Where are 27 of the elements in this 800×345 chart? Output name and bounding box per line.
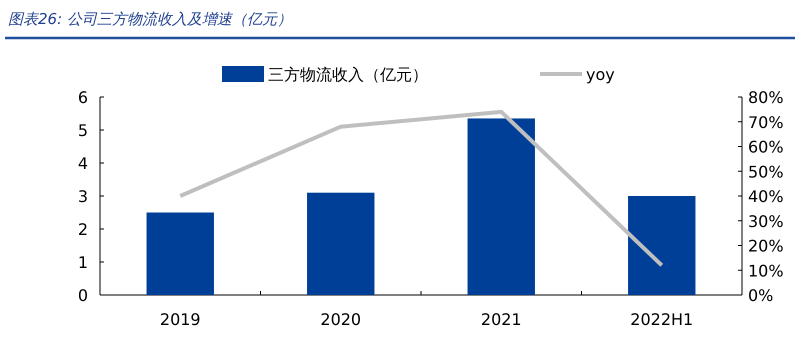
y2-tick-label: 80% [748,88,784,107]
bar [146,212,214,295]
y-tick-label: 6 [78,88,88,107]
x-tick-label: 2022H1 [630,310,694,329]
legend-label: 三方物流收入（亿元） [268,65,428,84]
y-tick-label: 2 [78,220,88,239]
bar [628,196,696,295]
chart-title: 图表26: 公司三方物流收入及增速（亿元） [8,10,292,28]
bar [468,118,535,295]
bar [307,192,374,295]
legend-label: yoy [586,65,615,84]
y-tick-label: 3 [78,187,88,206]
y2-tick-label: 30% [748,212,784,231]
x-tick-label: 2020 [320,310,362,329]
y2-tick-label: 10% [748,261,784,280]
y2-tick-label: 40% [748,187,784,206]
y-tick-label: 5 [78,121,88,140]
y-tick-label: 0 [78,286,88,305]
x-tick-label: 2021 [480,310,522,329]
x-tick-label: 2019 [160,310,201,329]
y-tick-label: 1 [78,253,88,272]
y2-tick-label: 20% [748,236,784,256]
y2-tick-label: 0% [748,286,774,305]
y2-tick-label: 60% [748,138,784,156]
y2-tick-label: 70% [748,112,784,132]
y-tick-label: 4 [78,154,88,173]
y2-tick-label: 50% [748,162,784,182]
